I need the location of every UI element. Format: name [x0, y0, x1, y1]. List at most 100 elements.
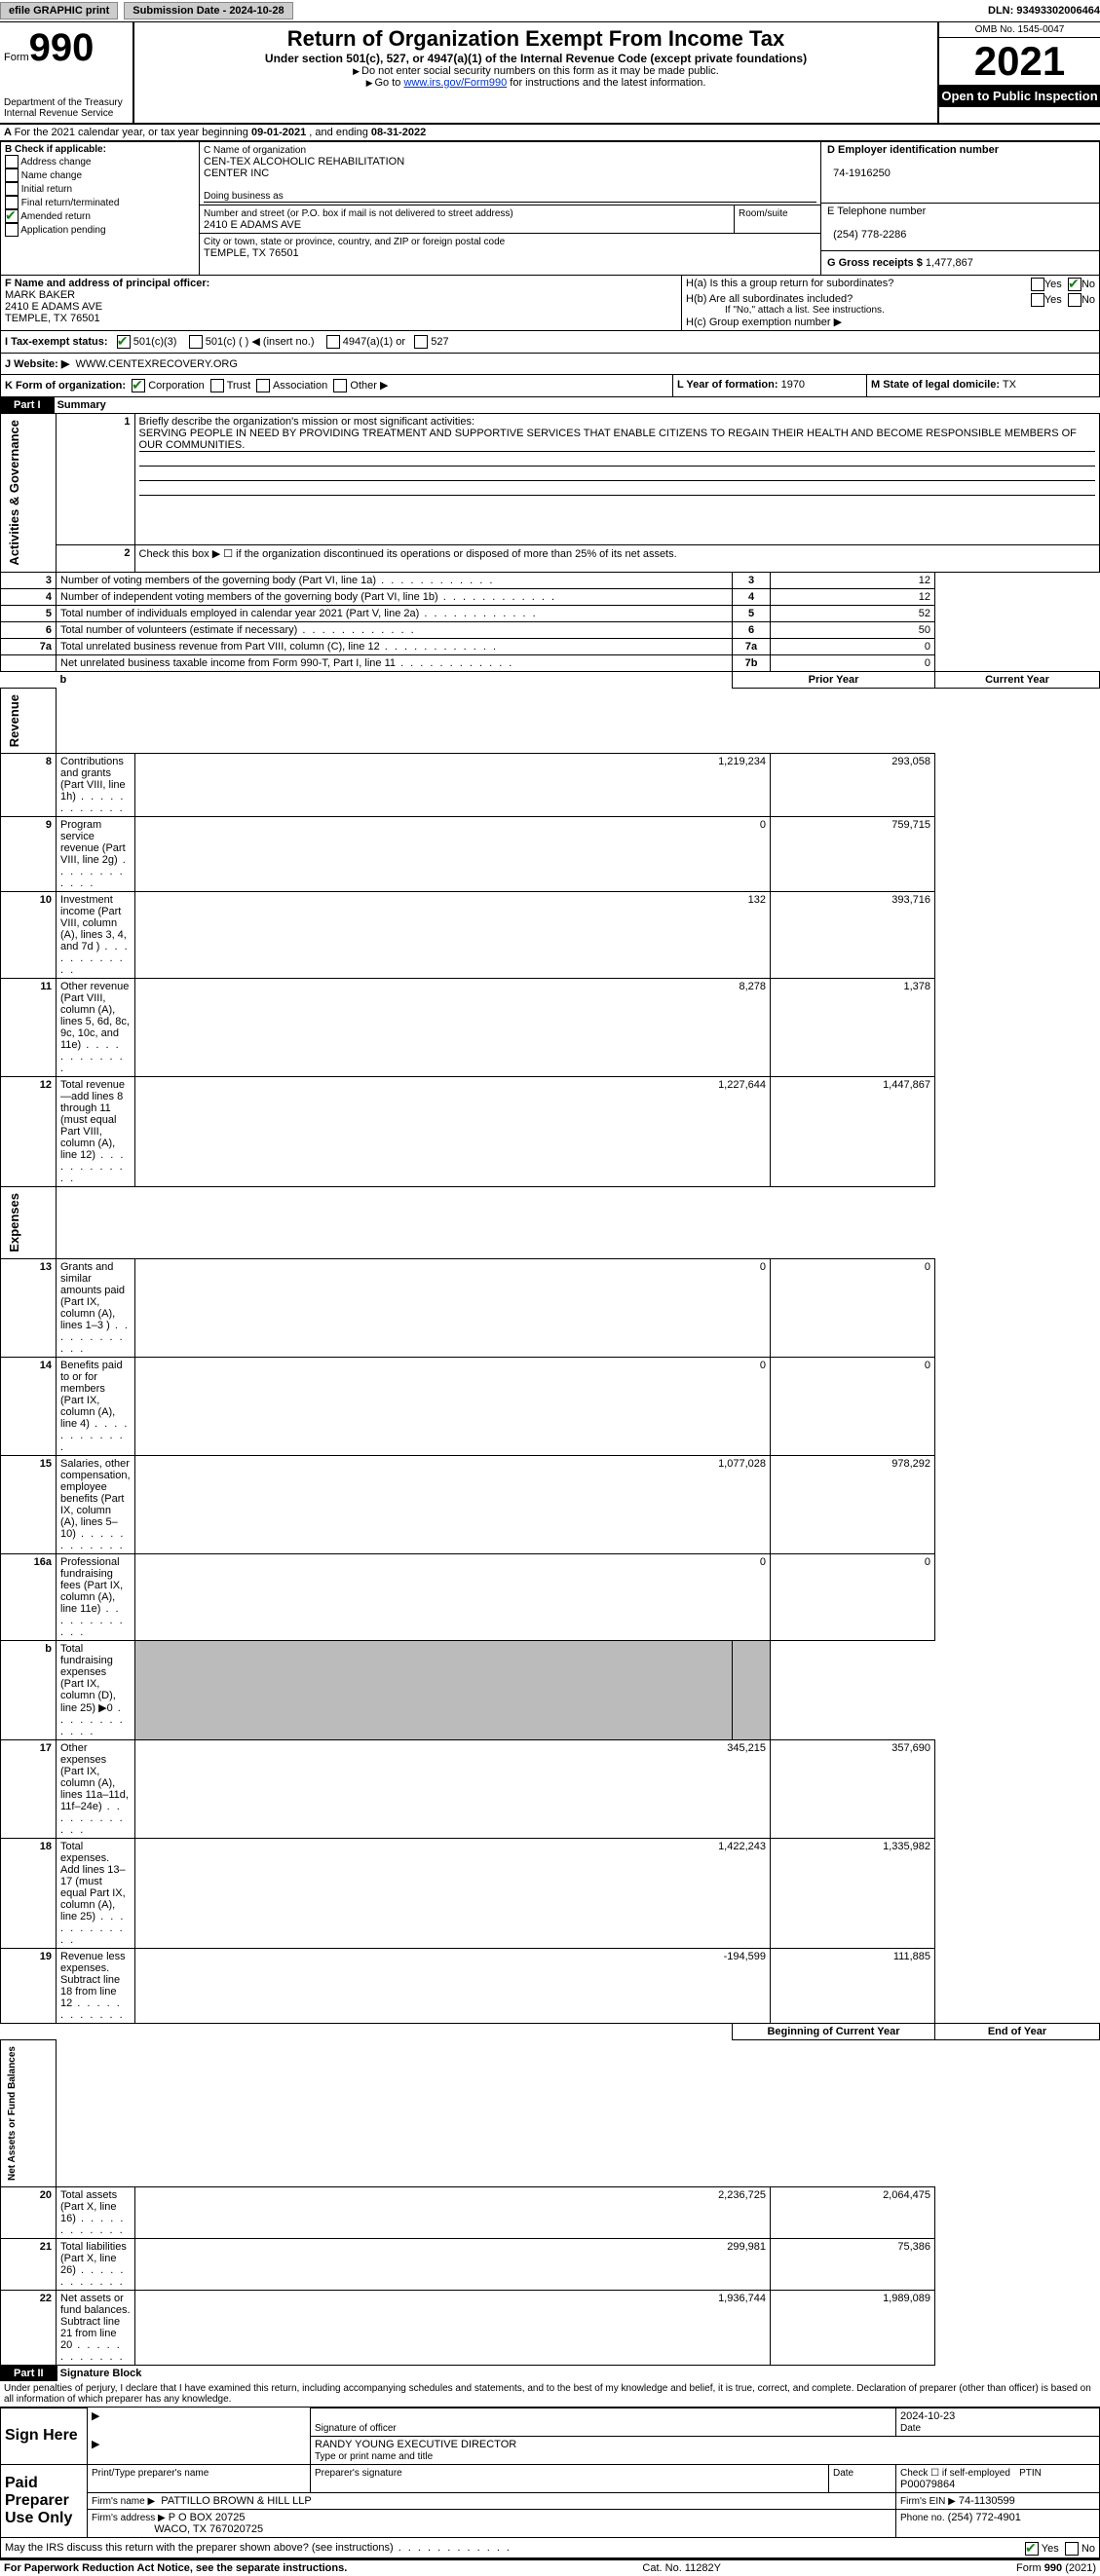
k-corp[interactable]	[132, 379, 145, 392]
telephone: (254) 778-2286	[833, 229, 906, 241]
sum-row: Total liabilities (Part X, line 26)	[57, 2238, 135, 2290]
k-trust[interactable]	[210, 379, 224, 392]
vlabel-rev: Revenue	[5, 691, 23, 751]
i-501c3[interactable]	[117, 335, 131, 349]
part1-header: Part I Summary	[0, 397, 1100, 413]
org-address: 2410 E ADAMS AVE	[204, 219, 301, 231]
sign-here: Sign Here	[1, 2408, 88, 2464]
firm-addr2: WACO, TX 767020725	[154, 2523, 263, 2535]
box-b: B Check if applicable: Address change Na…	[1, 142, 200, 275]
discuss-no[interactable]	[1065, 2542, 1079, 2556]
ag-row: Number of independent voting members of …	[57, 588, 733, 605]
form-word: Form	[4, 52, 29, 63]
discuss-row: May the IRS discuss this return with the…	[0, 2538, 1100, 2558]
line-a: A For the 2021 calendar year, or tax yea…	[0, 125, 1100, 141]
sum-row: Contributions and grants (Part VIII, lin…	[57, 753, 135, 816]
k-other[interactable]	[333, 379, 347, 392]
sum-row: Net assets or fund balances. Subtract li…	[57, 2290, 135, 2365]
boxb-check-1[interactable]	[5, 168, 19, 182]
boxb-check-4[interactable]	[5, 209, 19, 223]
org-city: TEMPLE, TX 76501	[204, 247, 299, 259]
vlabel-exp: Expenses	[5, 1189, 23, 1256]
hb-no[interactable]	[1068, 293, 1081, 307]
org-name-1: CEN-TEX ALCOHOLIC REHABILITATION	[204, 156, 404, 168]
ag-row: Total unrelated business revenue from Pa…	[57, 638, 733, 654]
box-c-label: C Name of organization	[204, 145, 306, 156]
dln: DLN: 93493302006464	[988, 5, 1100, 17]
year-formation: 1970	[781, 379, 805, 391]
col-eoy: End of Year	[935, 2023, 1100, 2039]
form-header: Form990 Department of the Treasury Inter…	[0, 22, 1100, 125]
entity-block: B Check if applicable: Address change Na…	[0, 141, 1100, 276]
dept-treasury: Department of the Treasury	[4, 97, 129, 108]
firm-ein: 74-1130599	[959, 2495, 1015, 2507]
sum-row: Total expenses. Add lines 13–17 (must eq…	[57, 1838, 135, 1948]
city-label: City or town, state or province, country…	[204, 237, 505, 247]
paid-preparer: Paid Preparer Use Only	[1, 2464, 88, 2537]
firm-addr1: P O BOX 20725	[169, 2512, 246, 2523]
ein: 74-1916250	[833, 168, 891, 179]
sum-row: Other revenue (Part VIII, column (A), li…	[57, 978, 135, 1076]
tax-year: 2021	[939, 38, 1100, 85]
vlabel-net: Net Assets or Fund Balances	[5, 2042, 19, 2184]
ptin: P00079864	[900, 2479, 955, 2490]
k-assoc[interactable]	[256, 379, 270, 392]
dba-label: Doing business as	[204, 191, 816, 203]
l2-text: Check this box ▶ ☐ if the organization d…	[134, 544, 1099, 572]
l1-label: Briefly describe the organization's miss…	[139, 416, 474, 428]
state-domicile: TX	[1003, 379, 1016, 391]
box-f-label: F Name and address of principal officer:	[5, 278, 209, 289]
part2-header: Part II Signature Block	[0, 2366, 1100, 2381]
ag-row: Net unrelated business taxable income fr…	[57, 654, 733, 671]
klm-block: K Form of organization: Corporation Trus…	[0, 375, 1100, 397]
box-g-label: G Gross receipts $	[827, 257, 923, 269]
boxb-check-5[interactable]	[5, 223, 19, 237]
form-subtitle: Under section 501(c), 527, or 4947(a)(1)…	[138, 52, 933, 65]
irs-label: Internal Revenue Service	[4, 108, 129, 119]
goto-post: for instructions and the latest informat…	[507, 77, 705, 89]
ag-row: Number of voting members of the governin…	[57, 572, 733, 588]
officer-addr: 2410 E ADAMS AVE	[5, 301, 102, 313]
sum-row: Total assets (Part X, line 16)	[57, 2186, 135, 2238]
sum-row: Total revenue—add lines 8 through 11 (mu…	[57, 1076, 135, 1186]
i-4947[interactable]	[326, 335, 340, 349]
boxb-check-0[interactable]	[5, 155, 19, 168]
sum-row: Other expenses (Part IX, column (A), lin…	[57, 1739, 135, 1838]
box-i: I Tax-exempt status: 501(c)(3) 501(c) ( …	[0, 331, 1100, 354]
sum-row: Grants and similar amounts paid (Part IX…	[57, 1258, 135, 1357]
website: WWW.CENTEXRECOVERY.ORG	[75, 358, 237, 370]
form-ref: Form 990 (2021)	[1016, 2562, 1096, 2574]
sum-row: Professional fundraising fees (Part IX, …	[57, 1553, 135, 1640]
ha-no[interactable]	[1068, 278, 1081, 291]
i-501c[interactable]	[189, 335, 203, 349]
org-name-2: CENTER INC	[204, 168, 269, 179]
sum-row: Total fundraising expenses (Part IX, col…	[57, 1640, 135, 1739]
efile-button[interactable]: efile GRAPHIC print	[0, 2, 118, 19]
form-title: Return of Organization Exempt From Incom…	[138, 26, 933, 52]
irs-link[interactable]: www.irs.gov/Form990	[403, 77, 507, 89]
form-number: 990	[29, 26, 95, 69]
room-label: Room/suite	[739, 208, 788, 219]
col-prior: Prior Year	[733, 671, 935, 688]
box-d-label: D Employer identification number	[827, 144, 999, 156]
boxb-check-2[interactable]	[5, 182, 19, 196]
sum-row: Investment income (Part VIII, column (A)…	[57, 891, 135, 978]
discuss-yes[interactable]	[1025, 2542, 1039, 2556]
box-e-label: E Telephone number	[827, 205, 926, 217]
addr-label: Number and street (or P.O. box if mail i…	[204, 208, 513, 219]
summary-table: Activities & Governance 1 Briefly descri…	[0, 413, 1100, 2365]
col-boy: Beginning of Current Year	[733, 2023, 935, 2039]
open-inspection: Open to Public Inspection	[939, 85, 1100, 107]
sig-date: 2024-10-23	[900, 2410, 955, 2422]
sum-row: Salaries, other compensation, employee b…	[57, 1455, 135, 1553]
footer: For Paperwork Reduction Act Notice, see …	[0, 2558, 1100, 2576]
firm-phone: (254) 772-4901	[948, 2512, 1021, 2523]
signature-table: Sign Here ▶ Signature of officer 2024-10…	[0, 2408, 1100, 2538]
submission-date: Submission Date - 2024-10-28	[124, 2, 292, 19]
ha-yes[interactable]	[1031, 278, 1044, 291]
omb: OMB No. 1545-0047	[939, 22, 1100, 38]
i-527[interactable]	[414, 335, 428, 349]
typed-name: RANDY YOUNG EXECUTIVE DIRECTOR	[315, 2439, 516, 2450]
hb-yes[interactable]	[1031, 293, 1044, 307]
box-j: J Website: ▶ WWW.CENTEXRECOVERY.ORG	[0, 354, 1100, 375]
